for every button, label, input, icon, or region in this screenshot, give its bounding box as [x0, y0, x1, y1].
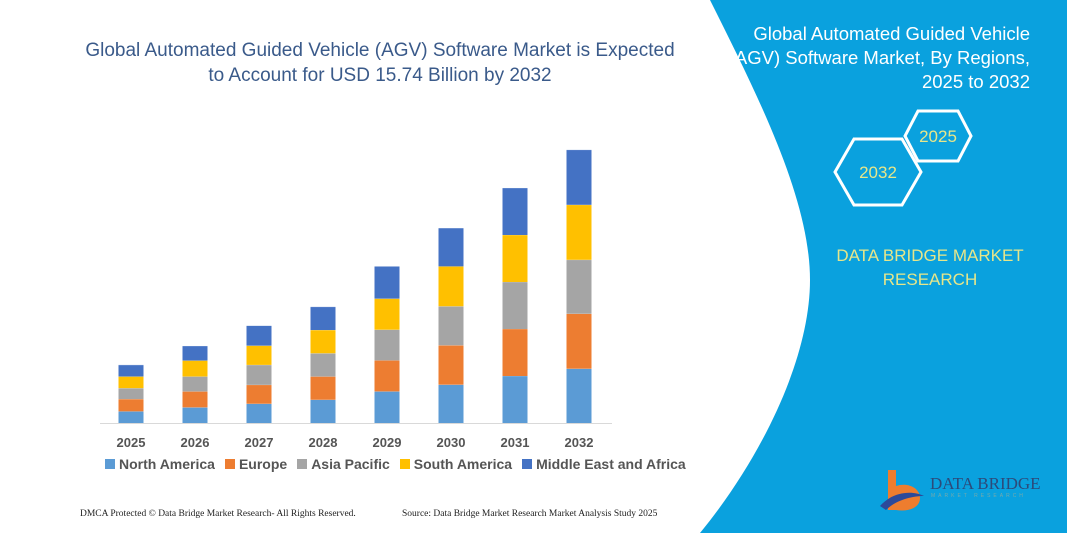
bar-segment-2031-4 — [502, 187, 528, 235]
bar-segment-2027-4 — [246, 325, 272, 346]
logo-text: DATA BRIDGE — [930, 474, 1041, 493]
bar-segment-2027-0 — [246, 403, 272, 423]
x-tick-label: 2028 — [309, 435, 338, 450]
bar-segment-2031-1 — [502, 328, 528, 376]
bar-segment-2025-4 — [118, 364, 144, 377]
bar-segment-2032-1 — [566, 313, 592, 369]
data-bridge-logo-icon — [880, 470, 924, 511]
bar-segment-2029-1 — [374, 360, 400, 392]
bar-segment-2028-3 — [310, 330, 336, 354]
stacked-bar-chart: 2025 2026 2027 2028 2029 2030 2031 2032 — [100, 149, 612, 450]
legend-swatch — [224, 459, 235, 469]
bar-segment-2027-2 — [246, 364, 272, 385]
legend-label: South America — [413, 456, 513, 472]
bar-segment-2026-1 — [182, 391, 208, 408]
x-tick-label: 2032 — [565, 435, 594, 450]
bar-segment-2029-2 — [374, 329, 400, 361]
hex-label-2032: 2032 — [859, 163, 897, 182]
bar-segment-2025-1 — [118, 399, 144, 412]
bar-segment-2026-3 — [182, 360, 208, 377]
legend-item: North America — [105, 456, 215, 472]
bar-segment-2025-0 — [118, 411, 144, 423]
logo-subtext: MARKET RESEARCH — [931, 493, 1026, 499]
legend-item: South America — [399, 456, 513, 472]
bar-segment-2030-0 — [438, 384, 464, 423]
brand-text: DATA BRIDGE MARKET RESEARCH — [836, 246, 1024, 289]
x-tick-label: 2026 — [181, 435, 210, 450]
x-tick-label: 2029 — [373, 435, 402, 450]
bar-segment-2025-2 — [118, 388, 144, 400]
bar-segment-2029-4 — [374, 266, 400, 299]
x-tick-label: 2030 — [437, 435, 466, 450]
bar-segment-2026-0 — [182, 407, 208, 423]
bar-segment-2031-0 — [502, 375, 528, 423]
legend-swatch — [399, 459, 410, 469]
bar-segment-2025-3 — [118, 376, 144, 389]
hexagon-2025: 2025 — [903, 109, 973, 163]
bar-segment-2026-4 — [182, 345, 208, 361]
legend-label: Middle East and Africa — [536, 456, 686, 472]
bar-segment-2029-3 — [374, 298, 400, 330]
bar-segment-2030-4 — [438, 228, 464, 267]
bar-segment-2031-3 — [502, 234, 528, 282]
legend-swatch — [522, 459, 533, 469]
footer-source: Source: Data Bridge Market Research Mark… — [402, 509, 658, 519]
legend-item: Asia Pacific — [297, 456, 390, 472]
bar-segment-2030-3 — [438, 266, 464, 307]
legend-label: Europe — [238, 456, 288, 472]
x-tick-label: 2027 — [245, 435, 274, 450]
bar-segment-2028-0 — [310, 399, 336, 423]
hexagon-2032: 2032 — [833, 137, 923, 207]
bar-segment-2031-2 — [502, 281, 528, 329]
bar-segment-2032-3 — [566, 204, 592, 260]
bar-segment-2032-0 — [566, 368, 592, 423]
legend-item: Europe — [224, 456, 288, 472]
bar-segment-2027-1 — [246, 384, 272, 404]
legend-swatch — [105, 459, 115, 469]
bar-segment-2029-0 — [374, 391, 400, 423]
bar-segment-2028-4 — [310, 306, 336, 331]
bar-segment-2032-2 — [566, 259, 592, 314]
footer-copyright: DMCA Protected © Data Bridge Market Rese… — [80, 509, 356, 519]
side-panel-title: Global Automated Guided Vehicle (AGV) So… — [728, 23, 1030, 92]
legend-swatch — [297, 459, 308, 469]
x-tick-label: 2025 — [117, 435, 146, 450]
chart-title: Global Automated Guided Vehicle (AGV) So… — [85, 40, 675, 86]
x-tick-label: 2031 — [501, 435, 530, 450]
bar-segment-2030-2 — [438, 306, 464, 346]
hex-label-2025: 2025 — [919, 127, 957, 146]
legend-label: Asia Pacific — [311, 456, 390, 472]
legend: North America Europe Asia Pacific South Ame… — [105, 456, 686, 472]
bar-segment-2028-1 — [310, 376, 336, 400]
bar-segment-2026-2 — [182, 376, 208, 392]
bar-segment-2030-1 — [438, 345, 464, 385]
legend-item: Middle East and Africa — [522, 456, 686, 472]
legend-label: North America — [119, 456, 215, 472]
bar-segment-2028-2 — [310, 353, 336, 377]
bar-segment-2027-3 — [246, 345, 272, 365]
bar-segment-2032-4 — [566, 149, 592, 205]
